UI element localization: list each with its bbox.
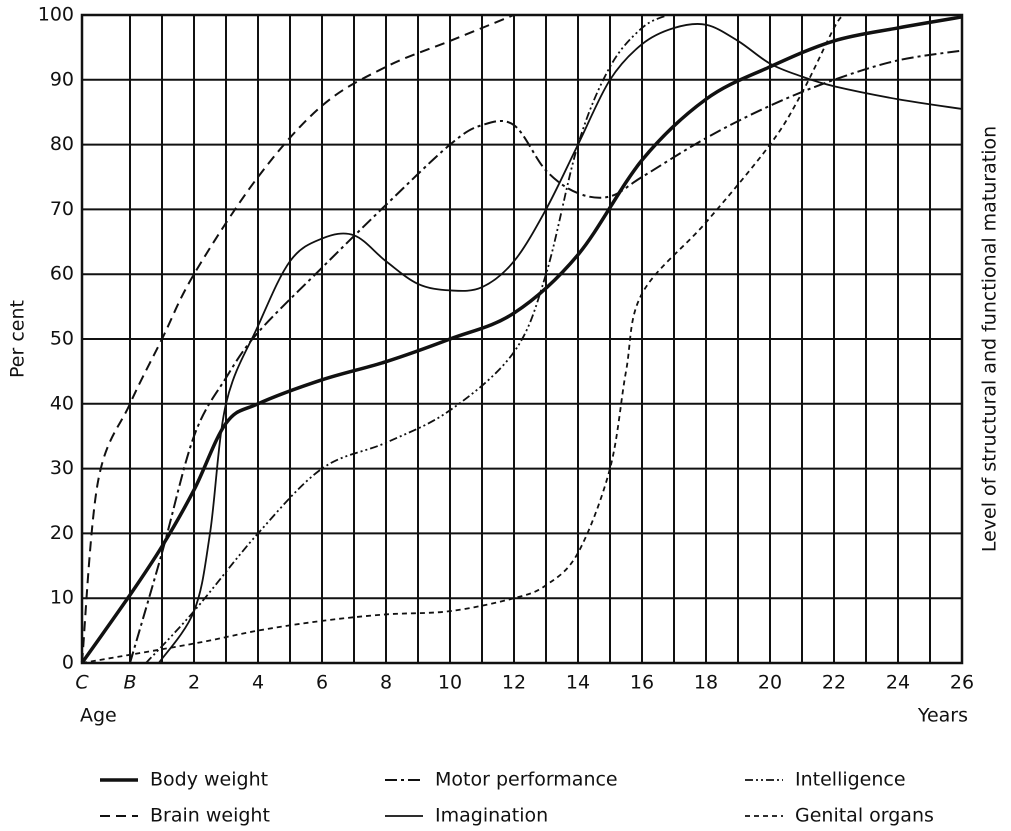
x-tick-label: 16 xyxy=(630,672,654,694)
line-series xyxy=(129,49,963,664)
x-tick-label: 22 xyxy=(822,672,846,694)
legend-label: Intelligence xyxy=(795,769,906,791)
line-series xyxy=(81,14,845,664)
x-tick-label: 2 xyxy=(188,672,200,694)
x-tick-label: 24 xyxy=(886,672,910,694)
y-tick-label: 70 xyxy=(50,198,74,220)
legend-label: Imagination xyxy=(435,805,548,827)
legend-label: Motor performance xyxy=(435,769,618,791)
line-series xyxy=(80,15,963,665)
x-tick-label: 18 xyxy=(694,672,718,694)
line-series xyxy=(158,22,963,664)
x-tick-label: 6 xyxy=(316,672,328,694)
x-tick-label: B xyxy=(123,672,136,694)
x-axis-label: Years xyxy=(917,705,968,727)
x-tick-label: 14 xyxy=(566,672,590,694)
x-tick-label: 12 xyxy=(502,672,526,694)
legend-label: Body weight xyxy=(150,769,268,791)
plot-frame xyxy=(80,13,964,665)
x-tick-label: 20 xyxy=(758,672,782,694)
legend-label: Brain weight xyxy=(150,805,270,827)
y-tick-label: 30 xyxy=(50,457,74,479)
y-tick-label: 20 xyxy=(50,522,74,544)
legend-label: Genital organs xyxy=(795,805,934,827)
x-tick-label: 10 xyxy=(438,672,462,694)
y-tick-label: 100 xyxy=(38,4,74,26)
y-tick-label: 90 xyxy=(50,68,74,90)
x-tick-label: 8 xyxy=(380,672,392,694)
y-tick-label: 40 xyxy=(50,392,74,414)
y-tick-label: 0 xyxy=(62,652,74,674)
x-axis-label: Age xyxy=(80,705,117,727)
line-series xyxy=(81,14,515,664)
x-tick-label: C xyxy=(75,672,89,694)
y-tick-label: 10 xyxy=(50,587,74,609)
y-tick-label: 60 xyxy=(50,263,74,285)
y-tick-label: 50 xyxy=(50,328,74,350)
line-series xyxy=(145,14,669,664)
y2-axis-label: Level of structural and functional matur… xyxy=(979,126,1001,552)
x-tick-label: 26 xyxy=(950,672,974,694)
x-tick-label: 4 xyxy=(252,672,264,694)
y-tick-label: 80 xyxy=(50,133,74,155)
y-axis-label: Per cent xyxy=(7,300,29,378)
